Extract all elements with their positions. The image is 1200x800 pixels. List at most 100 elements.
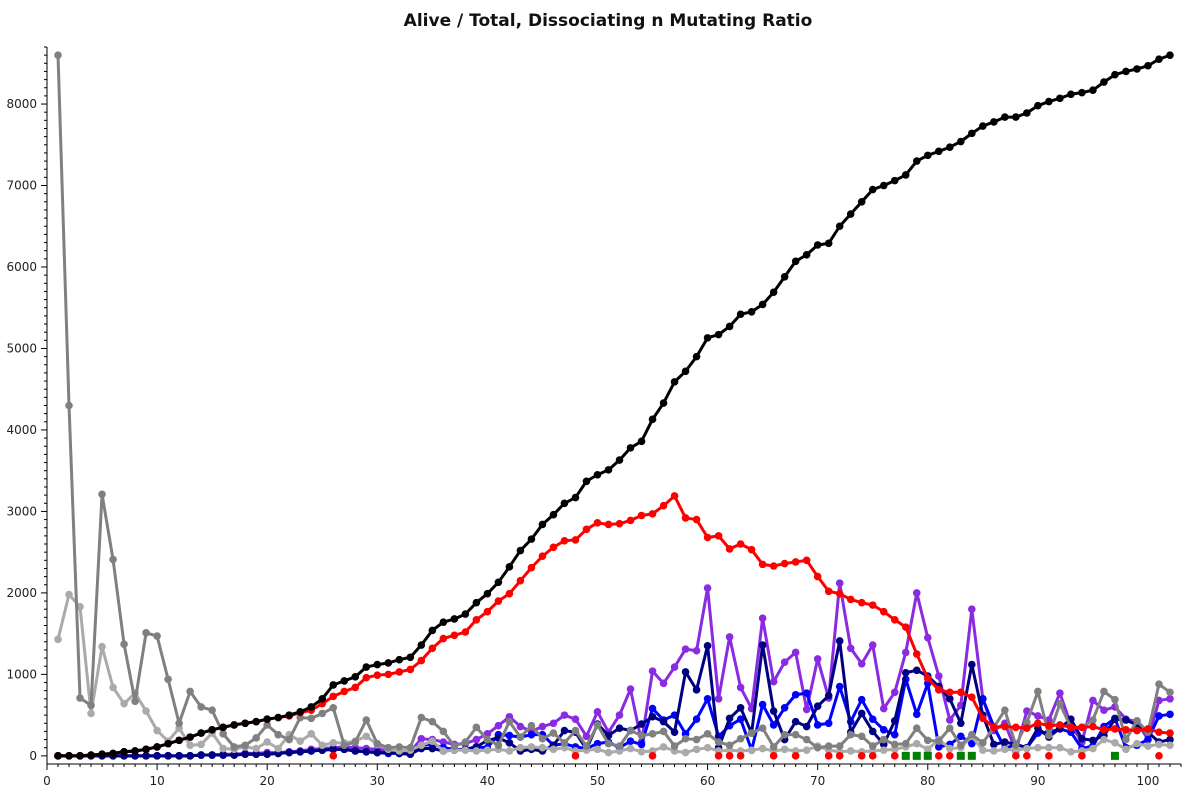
data-point (1166, 51, 1174, 59)
data-point (648, 752, 657, 760)
data-point (945, 724, 954, 732)
data-point (494, 721, 503, 730)
data-point (329, 692, 338, 701)
data-point (659, 501, 668, 510)
data-point (241, 741, 249, 750)
data-point (670, 742, 679, 750)
data-point (1067, 747, 1075, 756)
data-point (571, 536, 580, 544)
data-point (439, 747, 448, 755)
data-point (65, 590, 73, 599)
data-point (1122, 735, 1130, 744)
data-point (164, 739, 172, 748)
data-point (461, 738, 470, 746)
data-point (714, 738, 723, 746)
data-point (527, 563, 536, 572)
data-point (769, 743, 778, 751)
data-point (626, 516, 635, 525)
data-point (1045, 743, 1053, 752)
data-point (329, 752, 338, 760)
data-point (395, 668, 404, 676)
data-point (968, 129, 976, 138)
data-point (813, 702, 822, 710)
data-point (109, 683, 117, 692)
data-point-square (901, 751, 910, 760)
data-point (98, 642, 106, 651)
data-point (626, 444, 635, 452)
data-point (1155, 712, 1163, 720)
data-point (659, 399, 668, 407)
data-point (505, 717, 514, 726)
data-point (1089, 716, 1097, 724)
data-point (714, 532, 723, 540)
data-point (428, 626, 437, 635)
data-point (857, 198, 866, 206)
data-point (637, 437, 646, 446)
data-point (1012, 113, 1020, 121)
data-point (945, 744, 954, 753)
data-point (1100, 687, 1108, 696)
data-point (417, 641, 426, 649)
data-point (681, 668, 690, 676)
data-point (846, 644, 855, 653)
data-point (1023, 109, 1031, 117)
data-point (1155, 728, 1163, 737)
data-point (252, 744, 260, 753)
series-line (56, 55, 1171, 750)
data-point (615, 724, 624, 732)
data-point (1100, 735, 1108, 744)
data-point (439, 634, 448, 643)
data-point (208, 751, 216, 759)
data-point (1100, 706, 1108, 715)
data-point (979, 714, 987, 723)
data-point (868, 185, 877, 194)
data-point (758, 641, 767, 649)
data-point (263, 721, 271, 729)
data-point (307, 703, 316, 711)
data-point (824, 587, 833, 596)
data-point (1056, 699, 1064, 708)
data-point (549, 729, 558, 737)
data-point (593, 721, 602, 729)
data-point (329, 681, 338, 689)
data-point (296, 708, 305, 716)
data-point (725, 714, 734, 723)
data-point (703, 730, 712, 738)
data-point (901, 739, 910, 748)
data-point (1012, 752, 1020, 760)
data-point (1034, 712, 1042, 720)
data-point (934, 147, 943, 156)
data-point (615, 711, 624, 719)
data-point (604, 739, 613, 748)
data-point (780, 272, 789, 281)
data-point (758, 700, 767, 709)
data-point (637, 720, 646, 728)
data-point (439, 738, 448, 746)
data-point (1034, 687, 1042, 696)
x-tick-label: 70 (810, 774, 825, 788)
data-point (747, 545, 756, 554)
plot-series (54, 51, 1174, 760)
data-point (1023, 724, 1031, 732)
data-point (219, 751, 227, 759)
data-point (538, 722, 547, 731)
data-point (648, 730, 657, 738)
data-point (450, 615, 459, 623)
data-point (1023, 744, 1031, 753)
data-point (681, 734, 690, 743)
data-point (197, 740, 205, 749)
data-point (1045, 721, 1053, 730)
data-point (725, 633, 734, 641)
data-point (780, 745, 789, 754)
data-point (912, 157, 921, 165)
data-point (703, 584, 712, 592)
data-point (890, 730, 899, 739)
data-point (868, 742, 877, 750)
data-point (582, 525, 591, 534)
data-point (879, 181, 888, 190)
data-point (384, 670, 393, 679)
data-point (373, 660, 382, 669)
x-tick-label: 80 (920, 774, 935, 788)
data-point (791, 690, 800, 699)
data-point (263, 750, 271, 759)
